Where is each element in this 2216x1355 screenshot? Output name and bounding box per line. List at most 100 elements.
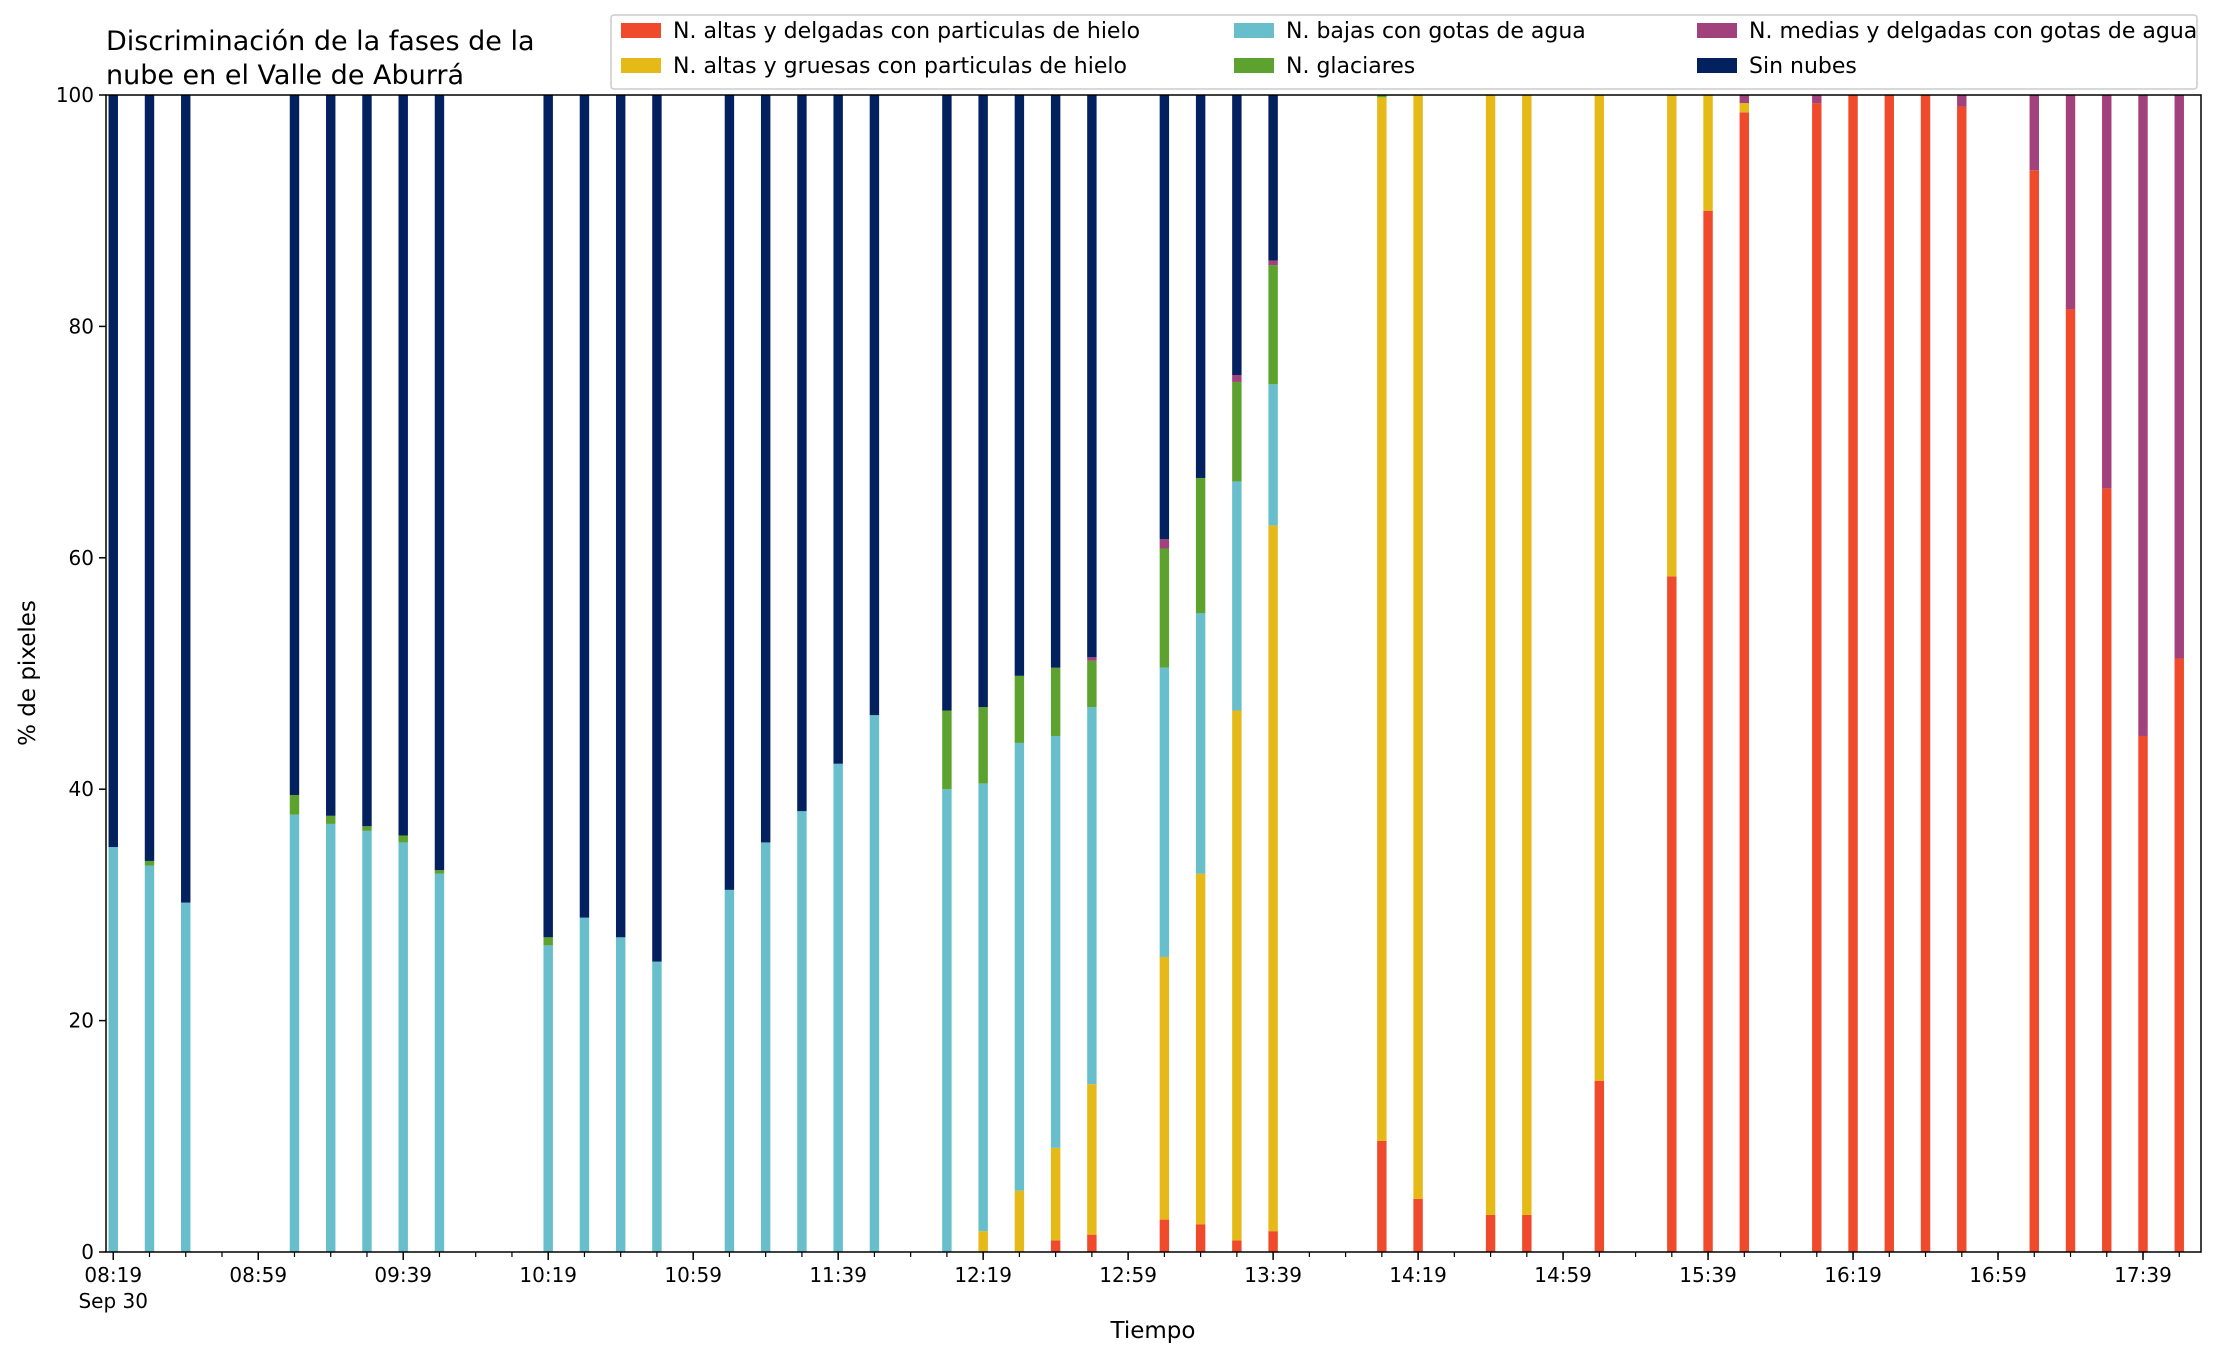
x-tick-label: 14:19 [1389,1263,1447,1287]
bar-segment-5-2 [362,830,372,1252]
bar-segment-20-1 [1050,1147,1061,1241]
legend-box [610,14,2198,90]
y-tick-label: 40 [69,777,94,801]
legend: N. altas y delgadas con particulas de hi… [610,14,2198,90]
bar-segment-19-3 [1014,675,1025,743]
legend-label-5: Sin nubes [1749,54,1857,79]
bar-segment-1-5 [144,95,155,861]
y-tick-label: 80 [69,314,94,338]
y-axis: 0 20 40 60 80 100 [56,83,106,1264]
bar-segment-10-2 [615,937,626,1252]
x-tick-label: 08:59 [229,1263,287,1287]
bar-segment-3-5 [289,95,300,795]
bar-segment-33-0 [1739,112,1750,1253]
bar-segment-22-1 [1159,956,1170,1220]
bar-segment-9-2 [579,917,590,1252]
bar-segment-23-0 [1195,1224,1206,1252]
bar-segment-39-0 [2029,170,2039,1253]
bar-segment-14-2 [797,811,807,1252]
bar-segment-6-5 [398,95,408,836]
bar-segment-7-2 [434,873,445,1252]
bar-segment-4-5 [326,95,336,816]
bar-segment-9-5 [579,95,590,918]
y-tick-label: 100 [56,83,94,107]
bar-segment-19-5 [1014,95,1025,676]
bar-segment-34-4 [1812,95,1822,104]
bar-segment-26-3 [1377,95,1387,98]
bar-segment-24-2 [1232,481,1242,711]
bar-segment-25-4 [1268,260,1278,266]
bar-segment-34-0 [1812,103,1822,1252]
bar-segment-19-1 [1014,1190,1025,1252]
bar-segment-26-1 [1377,97,1387,1141]
bar-segment-8-5 [543,95,553,938]
bar-segment-4-2 [326,823,336,1252]
legend-label-1: N. altas y gruesas con particulas de hie… [673,54,1127,79]
bar-segment-10-5 [615,95,626,938]
bar-segment-23-2 [1195,613,1206,874]
bar-segment-32-1 [1703,95,1713,211]
bar-segment-20-3 [1050,667,1061,736]
x-tick-label: 11:39 [809,1263,867,1287]
bar-segment-23-1 [1195,873,1206,1225]
bar-segment-22-4 [1159,539,1170,549]
bar-segment-20-0 [1050,1240,1061,1252]
x-tick-label: 10:59 [664,1263,722,1287]
x-tick-sublabel: Sep 30 [78,1289,148,1313]
bar-segment-21-5 [1087,95,1097,658]
bar-segment-0-2 [108,847,118,1252]
bar-segment-27-0 [1413,1198,1423,1252]
bar-segment-28-0 [1485,1214,1496,1252]
bar-segment-19-2 [1014,742,1025,1191]
bar-segment-32-0 [1703,210,1713,1253]
bar-segment-41-4 [2102,95,2112,489]
legend-label-0: N. altas y delgadas con particulas de hi… [673,19,1140,44]
x-tick-label: 08:19 [84,1263,142,1287]
bar-segment-6-2 [398,842,408,1252]
bar-segment-17-3 [942,710,952,790]
x-tick-label: 16:19 [1824,1263,1882,1287]
bar-segment-20-2 [1050,735,1061,1148]
bar-segment-22-2 [1159,667,1170,957]
y-axis-label: % de pixeles [15,600,41,746]
bar-segment-2-2 [181,902,191,1252]
legend-swatch-5 [1697,58,1737,73]
bar-segment-22-5 [1159,95,1170,540]
bar-segment-39-4 [2029,95,2039,171]
bar-segment-26-0 [1377,1140,1387,1252]
bar-segment-17-5 [942,95,952,711]
bar-segment-18-3 [978,707,988,784]
x-tick-label: 12:59 [1099,1263,1157,1287]
bar-segment-18-5 [978,95,988,708]
bar-segment-36-0 [1884,95,1894,1252]
bar-segment-43-0 [2174,658,2184,1252]
bar-segment-7-3 [434,870,445,874]
bar-segment-37-0 [1920,95,1931,1252]
legend-label-4: N. medias y delgadas con gotas de agua [1749,19,2197,44]
legend-swatch-1 [621,58,661,73]
bar-segment-3-3 [289,794,300,815]
chart-title-line-1: Discriminación de la fases de la [106,26,535,57]
bar-segment-40-0 [2065,309,2076,1252]
bar-segment-24-1 [1232,710,1242,1241]
x-tick-label: 14:59 [1534,1263,1592,1287]
bar-segment-1-3 [144,860,155,866]
legend-swatch-0 [621,23,661,38]
bar-segment-15-2 [833,763,843,1252]
bar-segment-38-4 [1957,95,1967,107]
bar-segment-25-3 [1268,265,1278,385]
bar-segment-15-5 [833,95,843,764]
y-tick-label: 0 [81,1240,94,1264]
x-tick-label: 12:19 [954,1263,1012,1287]
bar-segment-18-1 [978,1231,988,1252]
bar-segment-18-2 [978,783,988,1232]
bar-segment-11-2 [652,961,662,1252]
bar-segment-13-5 [760,95,771,843]
chart-title-line-2: nube en el Valle de Aburrá [106,60,464,91]
bar-segment-22-3 [1159,548,1170,668]
bar-segment-33-4 [1739,95,1750,104]
bar-segment-27-1 [1413,95,1423,1199]
plot-frame [105,94,2202,1253]
bar-segment-11-5 [652,95,662,962]
